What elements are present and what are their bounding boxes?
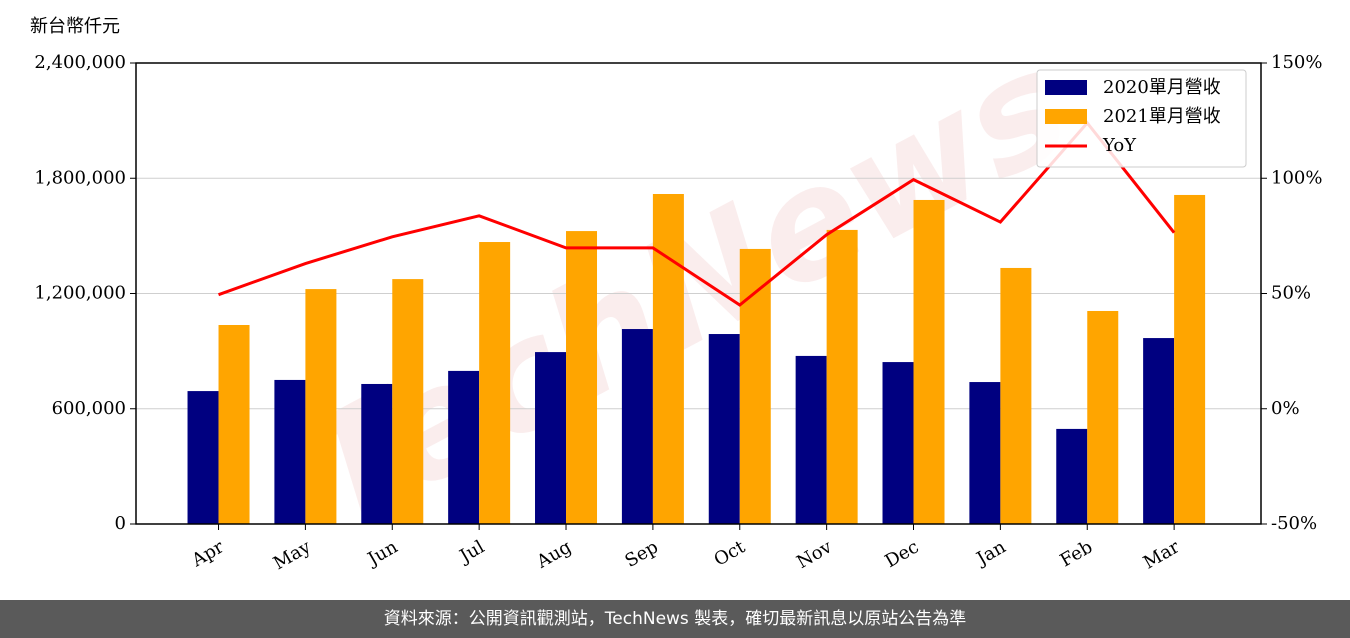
- legend-swatch: [1045, 80, 1087, 95]
- bar: [1174, 194, 1206, 524]
- bar: [1000, 267, 1032, 524]
- legend-label: 2021單月營收: [1103, 106, 1221, 127]
- line: [218, 120, 1176, 307]
- bar: [652, 194, 684, 524]
- y-axis-label: 新台幣仟元: [30, 16, 120, 37]
- x-tick-label: Dec: [882, 536, 923, 572]
- x-tick-label: Mar: [1140, 536, 1184, 573]
- y-tick-label: 0: [115, 513, 126, 534]
- bar: [826, 229, 858, 524]
- footer: 資料來源：公開資訊觀測站，TechNews 製表，確切最新訊息以原站公告為準: [0, 600, 1350, 638]
- x-tick-label: Sep: [622, 536, 662, 571]
- bar: [479, 242, 511, 524]
- legend-label: 2020單月營收: [1103, 77, 1221, 98]
- x-tick-label: Jan: [972, 536, 1010, 570]
- bar: [448, 370, 480, 524]
- y-tick-label: 1,800,000: [34, 167, 126, 188]
- y2-tick-label: 100%: [1271, 167, 1322, 188]
- bar: [187, 391, 219, 524]
- x-tick-label: May: [270, 536, 315, 574]
- bar: [535, 352, 567, 524]
- x-tick-label: Aug: [532, 536, 575, 573]
- x-tick-label: Nov: [793, 536, 836, 573]
- x-tick-label: Jul: [455, 536, 489, 568]
- bar: [361, 383, 393, 524]
- bar: [305, 289, 337, 524]
- chart: 新台幣仟元 TechNews 0600,0001,200,0001,800,00…: [30, 16, 1322, 574]
- bar: [1087, 310, 1119, 524]
- x-tick-label: Feb: [1057, 536, 1097, 571]
- y2-tick-label: 50%: [1271, 283, 1311, 304]
- bar: [1056, 428, 1088, 524]
- bar: [969, 382, 1001, 524]
- bar: [708, 334, 740, 524]
- bar: [882, 362, 914, 524]
- y-tick-label: 2,400,000: [34, 52, 126, 73]
- legend-label: YoY: [1102, 135, 1137, 156]
- y2-tick-label: -50%: [1271, 513, 1317, 534]
- y-tick-label: 600,000: [52, 398, 126, 419]
- legend-box: [1036, 69, 1247, 168]
- bar: [1143, 338, 1175, 524]
- bar: [566, 231, 598, 524]
- bar: [795, 355, 827, 524]
- x-tick-label: Oct: [710, 536, 749, 571]
- bar: [218, 325, 250, 524]
- bar: [392, 279, 424, 524]
- bar: [274, 379, 306, 524]
- bar: [913, 199, 945, 524]
- bar: [621, 329, 653, 524]
- y2-tick-label: 0%: [1271, 398, 1300, 419]
- legend-swatch: [1045, 109, 1087, 124]
- y-tick-label: 1,200,000: [34, 283, 126, 304]
- x-tick-label: Apr: [187, 536, 227, 571]
- bar: [739, 248, 771, 525]
- y2-tick-label: 150%: [1271, 52, 1322, 73]
- plot-frame: [135, 62, 1262, 525]
